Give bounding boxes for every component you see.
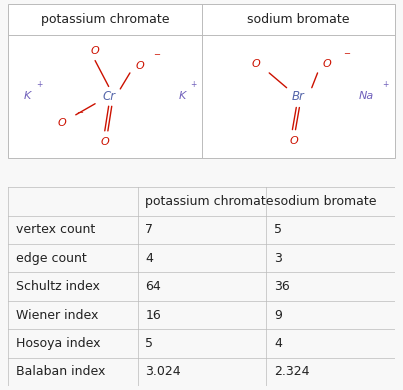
Text: Cr: Cr xyxy=(102,90,115,103)
Text: sodium bromate: sodium bromate xyxy=(274,195,377,208)
Text: O: O xyxy=(290,136,299,146)
Text: −: − xyxy=(154,50,160,59)
Text: K: K xyxy=(179,91,186,101)
Text: 16: 16 xyxy=(145,308,161,322)
Text: edge count: edge count xyxy=(16,252,87,265)
Text: +: + xyxy=(36,80,42,89)
Text: 5: 5 xyxy=(145,337,154,350)
Text: potassium chromate: potassium chromate xyxy=(41,13,169,26)
Text: 4: 4 xyxy=(274,337,282,350)
Text: 4: 4 xyxy=(145,252,153,265)
Text: 3: 3 xyxy=(274,252,282,265)
Text: Hosoya index: Hosoya index xyxy=(16,337,100,350)
Text: vertex count: vertex count xyxy=(16,223,95,236)
Text: 9: 9 xyxy=(274,308,282,322)
Text: +: + xyxy=(382,80,388,89)
Text: −: − xyxy=(76,108,83,117)
Text: Br: Br xyxy=(292,90,305,103)
Text: 7: 7 xyxy=(145,223,154,236)
Text: Schultz index: Schultz index xyxy=(16,280,100,293)
Text: potassium chromate: potassium chromate xyxy=(145,195,274,208)
Text: sodium bromate: sodium bromate xyxy=(247,13,349,26)
Text: −: − xyxy=(343,49,350,58)
Text: K: K xyxy=(24,91,31,101)
Text: Wiener index: Wiener index xyxy=(16,308,98,322)
Text: 36: 36 xyxy=(274,280,290,293)
Text: O: O xyxy=(58,119,66,128)
Text: Na: Na xyxy=(358,91,374,101)
Text: O: O xyxy=(100,137,109,147)
Text: 2.324: 2.324 xyxy=(274,365,310,378)
Text: +: + xyxy=(191,80,197,89)
Text: 3.024: 3.024 xyxy=(145,365,181,378)
Text: Balaban index: Balaban index xyxy=(16,365,105,378)
Text: 5: 5 xyxy=(274,223,282,236)
Text: O: O xyxy=(91,46,100,56)
Text: O: O xyxy=(251,59,260,69)
Text: 64: 64 xyxy=(145,280,161,293)
Text: O: O xyxy=(135,60,144,71)
Text: O: O xyxy=(323,59,332,69)
